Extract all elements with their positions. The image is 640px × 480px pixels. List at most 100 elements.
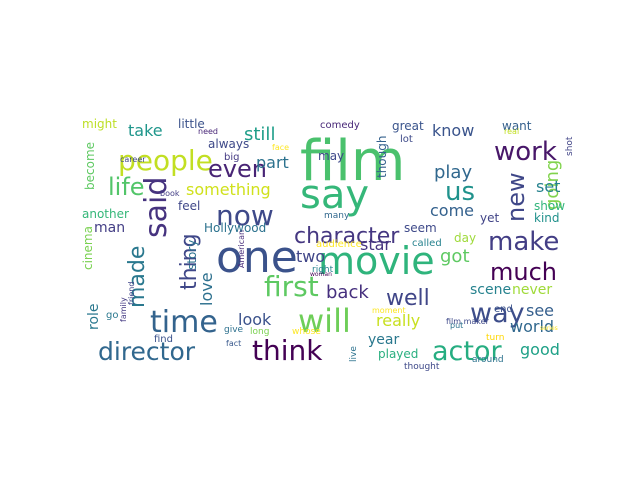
word-back: back <box>326 282 369 303</box>
word-set: set <box>536 177 560 196</box>
word-thing: thing <box>177 233 202 290</box>
word-actor: actor <box>432 336 502 367</box>
word-new: new <box>502 172 530 222</box>
word-world: world <box>510 317 554 336</box>
word-good: good <box>520 340 560 359</box>
word-say: say <box>300 172 369 218</box>
word-played: played <box>378 347 418 361</box>
word-something: something <box>186 180 271 199</box>
word-time: time <box>150 305 218 340</box>
word-need: need <box>198 127 218 136</box>
word-take: take <box>128 121 163 140</box>
word-movie: movie <box>318 239 435 283</box>
word-see: see <box>526 301 554 320</box>
word-want: want <box>502 119 532 133</box>
word-comedy: comedy <box>320 120 360 131</box>
word-big: big <box>224 152 239 163</box>
word-now: now <box>216 199 274 232</box>
word-work: work <box>494 137 557 167</box>
word-one: one <box>216 232 298 283</box>
word-will: will <box>298 302 351 340</box>
word-year: year <box>368 332 399 348</box>
word-lot: lot <box>400 134 413 145</box>
word-feel: feel <box>178 199 200 213</box>
word-live: live <box>349 346 359 362</box>
word-become: become <box>83 142 97 190</box>
word-really: really <box>376 311 420 330</box>
word-moment: moment <box>372 306 406 315</box>
word-film-maker: film maker <box>446 317 490 326</box>
word-much: much <box>490 258 557 286</box>
word-role: role <box>86 303 102 330</box>
word-great: great <box>392 119 424 133</box>
word-director: director <box>98 337 196 366</box>
word-star: star <box>360 235 391 254</box>
word-know: know <box>432 121 474 140</box>
word-always: always <box>208 137 249 151</box>
word-shot: shot <box>565 136 575 156</box>
word-woman: woman <box>310 271 332 278</box>
word-make: make <box>488 227 559 257</box>
word-real: real <box>504 127 519 136</box>
word-people: people <box>118 144 213 177</box>
word-look: look <box>238 310 272 329</box>
word-whose: whose <box>292 327 321 337</box>
word-american: American <box>237 230 246 268</box>
word-go: go <box>106 310 118 321</box>
word-though: though <box>375 136 389 178</box>
word-friend: friend <box>127 282 136 305</box>
word-day: day <box>454 231 476 245</box>
word-going: going <box>542 160 563 210</box>
word-made: made <box>125 246 150 308</box>
word-give: give <box>224 325 244 335</box>
word-us: us <box>445 177 475 207</box>
word-around: around <box>472 355 504 365</box>
word-kind: kind <box>534 211 560 225</box>
word-never: never <box>512 282 552 298</box>
word-well: well <box>386 286 430 311</box>
word-film: film <box>300 129 405 194</box>
word-play: play <box>434 162 472 183</box>
word-little: little <box>178 117 205 131</box>
word-another: another <box>82 207 129 221</box>
word-long: long <box>250 327 269 337</box>
word-hollywood: Hollywood <box>204 221 266 235</box>
word-book: book <box>160 189 180 198</box>
word-yet: yet <box>480 211 499 225</box>
word-end: end <box>494 304 513 315</box>
word-said: said <box>139 177 174 238</box>
word-face: face <box>272 143 289 152</box>
word-may: may <box>318 149 344 163</box>
word-fact: fact <box>226 339 241 348</box>
word-cinema: cinema <box>81 226 95 270</box>
word-called: called <box>412 238 442 249</box>
word-many: many <box>324 211 350 221</box>
word-audience: audience <box>316 239 362 250</box>
word-love: love <box>197 272 216 306</box>
word-first: first <box>264 270 319 303</box>
word-character: character <box>294 224 400 249</box>
word-turn: turn <box>486 333 504 343</box>
word-thought: thought <box>404 362 440 372</box>
word-come: come <box>430 201 474 220</box>
word-put: put <box>450 321 463 330</box>
word-way: way <box>470 298 525 329</box>
word-show: show <box>534 199 565 213</box>
word-still: still <box>244 124 275 145</box>
word-even: even <box>208 155 267 183</box>
word-might: might <box>82 117 117 131</box>
word-scene: scene <box>470 282 511 298</box>
word-man: man <box>94 220 125 236</box>
word-family: family <box>119 297 128 322</box>
word-seem: seem <box>404 221 437 235</box>
word-part: part <box>256 153 289 172</box>
word-two: two <box>296 247 325 266</box>
word-life: life <box>108 173 145 201</box>
word-right: right <box>312 265 334 275</box>
word-find: find <box>154 334 173 345</box>
word-story: story <box>185 240 199 270</box>
word-series: series <box>540 325 558 332</box>
word-got: got <box>440 246 470 267</box>
word-career: career <box>120 155 146 164</box>
